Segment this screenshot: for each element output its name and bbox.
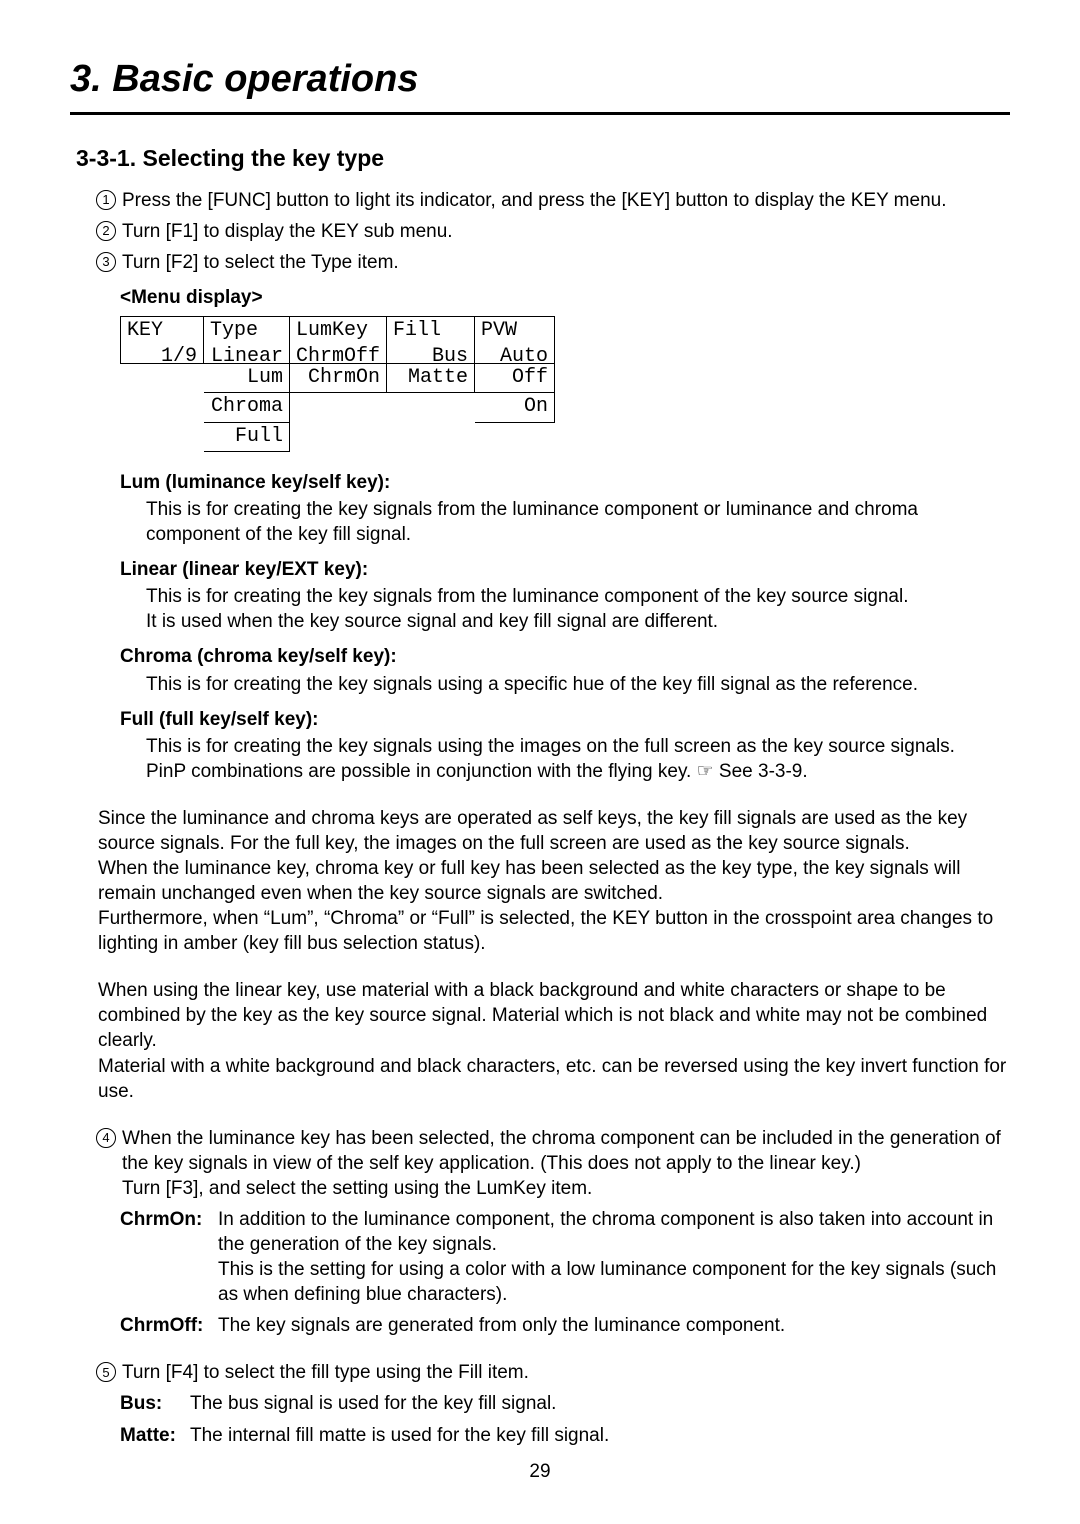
step-4-line2: Turn [F3], and select the setting using … [122,1178,592,1199]
kv-chrmoff: ChrmOff: The key signals are generated f… [120,1313,1010,1338]
step-number-icon: 3 [96,252,116,272]
steps-list: 1 Press the [FUNC] button to light its i… [96,188,1010,275]
definition-list: Lum (luminance key/self key): This is fo… [120,470,1010,784]
menu-display-label: <Menu display> [120,285,1010,310]
kv-key: Matte: [120,1423,190,1448]
def-desc: This is for creating the key signals fro… [146,497,1010,547]
page: 3. Basic operations 3-3-1. Selecting the… [0,0,1080,1524]
def-term: Lum (luminance key/self key): [120,470,1010,495]
def-term: Full (full key/self key): [120,707,1010,732]
menu-option: On [475,393,555,422]
chapter-rule [70,112,1010,115]
def-term: Linear (linear key/EXT key): [120,557,1010,582]
chapter-title: 3. Basic operations [70,54,1010,108]
kv-value: The key signals are generated from only … [218,1313,1010,1338]
kv-key: Bus: [120,1391,190,1416]
menu-col4-header: Fill [393,318,468,344]
menu-col5-header: PVW [481,318,548,344]
step-3: 3 Turn [F2] to select the Type item. [96,250,1010,275]
page-number: 29 [0,1459,1080,1484]
step-2: 2 Turn [F1] to display the KEY sub menu. [96,219,1010,244]
menu-col3-header: LumKey [296,318,380,344]
kv-value: The internal fill matte is used for the … [190,1423,1010,1448]
kv-value: In addition to the luminance component, … [218,1207,1010,1307]
menu-header-row: KEY 1/9 Type Linear LumKey ChrmOff Fill … [120,316,555,364]
step-text: Turn [F4] to select the fill type using … [122,1360,1010,1385]
def-desc: This is for creating the key signals fro… [146,584,1010,634]
kv-matte: Matte: The internal fill matte is used f… [120,1423,1010,1448]
step-text: Turn [F1] to display the KEY sub menu. [122,219,1010,244]
menu-option: Full [204,423,290,452]
def-desc: This is for creating the key signals usi… [146,734,1010,784]
menu-col2-header: Type [210,318,283,344]
kv-key: ChrmOff: [120,1313,218,1338]
step-4: 4 When the luminance key has been select… [96,1126,1010,1201]
def-desc: This is for creating the key signals usi… [146,672,1010,697]
paragraph: When using the linear key, use material … [98,978,1010,1103]
kv-key: ChrmOn: [120,1207,218,1307]
menu-option-row-3: Full [120,423,555,452]
menu-display: KEY 1/9 Type Linear LumKey ChrmOff Fill … [120,316,1010,452]
menu-option-row-2: Chroma On [120,393,555,422]
kv-value: The bus signal is used for the key fill … [190,1391,1010,1416]
kv-chrmon: ChrmOn: In addition to the luminance com… [120,1207,1010,1307]
step-text: Press the [FUNC] button to light its ind… [122,188,1010,213]
step-number-icon: 4 [96,1128,116,1148]
step-5: 5 Turn [F4] to select the fill type usin… [96,1360,1010,1385]
kv-bus: Bus: The bus signal is used for the key … [120,1391,1010,1416]
menu-option: Chroma [204,393,290,422]
menu-col1-header: KEY [127,318,197,344]
step-4-line1: When the luminance key has been selected… [122,1128,1001,1174]
step-number-icon: 2 [96,221,116,241]
paragraph: Since the luminance and chroma keys are … [98,806,1010,956]
step-text: Turn [F2] to select the Type item. [122,250,1010,275]
steps-list: 5 Turn [F4] to select the fill type usin… [96,1360,1010,1385]
section-title: 3-3-1. Selecting the key type [76,143,1010,173]
menu-table: KEY 1/9 Type Linear LumKey ChrmOff Fill … [120,316,555,452]
step-number-icon: 1 [96,190,116,210]
step-text: When the luminance key has been selected… [122,1126,1010,1201]
def-term: Chroma (chroma key/self key): [120,644,1010,669]
steps-list: 4 When the luminance key has been select… [96,1126,1010,1201]
step-1: 1 Press the [FUNC] button to light its i… [96,188,1010,213]
step-number-icon: 5 [96,1362,116,1382]
